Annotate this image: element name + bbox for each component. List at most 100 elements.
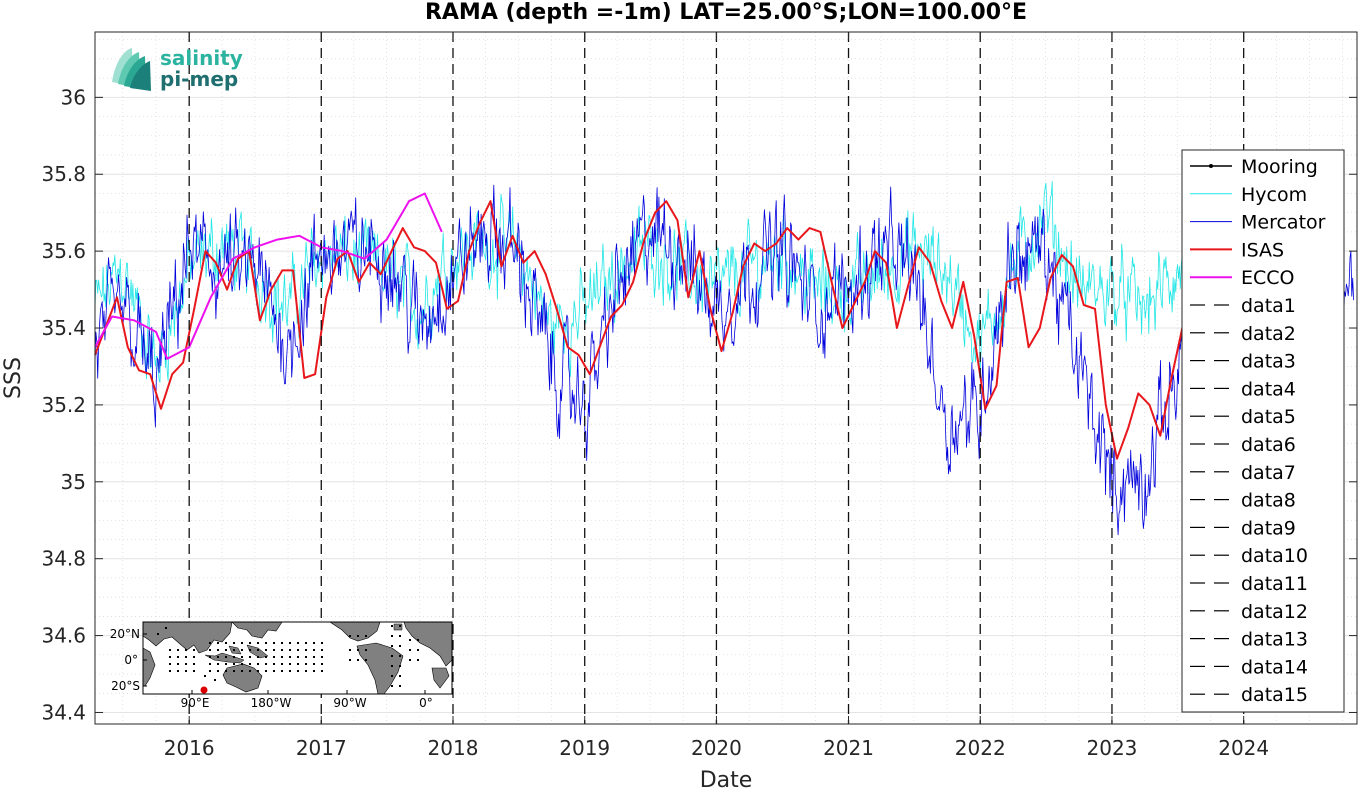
legend-item: data6 <box>1190 434 1296 456</box>
legend-item: data2 <box>1190 323 1296 345</box>
legend-label: data7 <box>1241 462 1296 484</box>
legend-item: data5 <box>1190 406 1296 428</box>
inset-mooring-dot <box>365 659 367 661</box>
inset-mooring-dot <box>257 670 259 672</box>
x-tick-label: 2020 <box>691 736 742 760</box>
y-tick-label: 35.8 <box>41 162 86 186</box>
inset-mooring-dot <box>409 649 411 651</box>
inset-mooring-dot <box>273 642 275 644</box>
inset-mooring-dot <box>313 663 315 665</box>
inset-mooring-dot <box>177 670 179 672</box>
series-layer <box>94 180 1354 536</box>
inset-mooring-dot <box>169 656 171 658</box>
inset-mooring-dot <box>209 670 211 672</box>
legend-item: ISAS <box>1190 239 1284 261</box>
inset-mooring-dot <box>225 663 227 665</box>
inset-mooring-dot <box>249 670 251 672</box>
inset-mooring-dot <box>391 685 393 687</box>
inset-mooring-dot <box>305 656 307 658</box>
legend-item: data12 <box>1190 601 1308 623</box>
inset-mooring-dot <box>365 635 367 637</box>
inset-lon-label: 90°E <box>181 696 210 710</box>
inset-mooring-dot <box>391 625 393 627</box>
inset-mooring-dot <box>399 645 401 647</box>
inset-mooring-dot <box>265 663 267 665</box>
legend-label: ISAS <box>1241 239 1284 261</box>
inset-mooring-dot <box>233 670 235 672</box>
inset-mooring-dot <box>313 670 315 672</box>
chart-title: RAMA (depth =-1m) LAT=25.00°S;LON=100.00… <box>425 0 1027 25</box>
legend-item: data8 <box>1190 490 1296 512</box>
inset-mooring-dot <box>233 656 235 658</box>
inset-mooring-dot <box>169 663 171 665</box>
inset-mooring-dot <box>241 656 243 658</box>
legend-item: data10 <box>1190 545 1308 567</box>
inset-mooring-dot <box>241 670 243 672</box>
inset-mooring-dot <box>169 670 171 672</box>
inset-mooring-dot <box>233 642 235 644</box>
inset-mooring-dot <box>399 625 401 627</box>
legend-item: Mooring <box>1190 156 1318 178</box>
inset-mooring-dot <box>391 645 393 647</box>
x-tick-label: 2019 <box>559 736 610 760</box>
inset-mooring-dot <box>281 670 283 672</box>
x-tick-label: 2017 <box>296 736 347 760</box>
inset-mooring-dot <box>225 670 227 672</box>
inset-mooring-dot <box>265 649 267 651</box>
inset-mooring-dot <box>357 635 359 637</box>
legend-label: data15 <box>1241 684 1308 706</box>
axis-ticks <box>95 32 1357 724</box>
inset-lat-label: 20°N <box>110 627 140 641</box>
inset-mooring-dot <box>399 655 401 657</box>
inset-lon-label: 90°W <box>333 696 366 710</box>
inset-mooring-dot <box>281 656 283 658</box>
inset-mooring-dot <box>165 627 167 629</box>
legend-label: Hycom <box>1241 184 1307 206</box>
inset-mooring-dot <box>399 675 401 677</box>
inset-mooring-dot <box>417 649 419 651</box>
inset-mooring-dot <box>305 649 307 651</box>
y-tick-label: 34.4 <box>41 700 86 724</box>
inset-mooring-dot <box>241 663 243 665</box>
y-tick-label: 34.6 <box>41 624 86 648</box>
inset-mooring-dot <box>169 649 171 651</box>
inset-mooring-dot <box>417 639 419 641</box>
legend-item: data15 <box>1190 684 1308 706</box>
inset-mooring-dot <box>217 663 219 665</box>
y-tick-label: 35.2 <box>41 393 86 417</box>
y-axis-label: SSS <box>1 357 26 399</box>
inset-mooring-dot <box>249 663 251 665</box>
series-line-ecco <box>94 192 443 360</box>
inset-mooring-dot <box>209 649 211 651</box>
inset-mooring-dot <box>349 659 351 661</box>
inset-mooring-dot <box>349 635 351 637</box>
inset-mooring-dot <box>225 642 227 644</box>
legend-item: Mercator <box>1190 212 1326 234</box>
inset-mooring-dot <box>349 649 351 651</box>
inset-mooring-dot <box>321 649 323 651</box>
x-tick-label: 2018 <box>428 736 479 760</box>
legend-label: Mercator <box>1241 212 1326 234</box>
inset-mooring-dot <box>193 656 195 658</box>
inset-mooring-dots <box>157 625 419 687</box>
y-tick-label: 34.8 <box>41 547 86 571</box>
inset-mooring-dot <box>241 649 243 651</box>
inset-frame <box>142 621 453 695</box>
legend-label: data2 <box>1241 323 1296 345</box>
inset-mooring-dot <box>185 663 187 665</box>
inset-mooring-dot <box>391 665 393 667</box>
inset-mooring-dot <box>321 663 323 665</box>
inset-mooring-dot <box>233 663 235 665</box>
logo-text-line1: salinity <box>160 46 243 70</box>
legend-item: data3 <box>1190 351 1296 373</box>
inset-mooring-dot <box>289 649 291 651</box>
inset-mooring-dot <box>399 665 401 667</box>
inset-mooring-dot <box>321 656 323 658</box>
inset-mooring-dot <box>249 642 251 644</box>
legend-label: data4 <box>1241 378 1296 400</box>
inset-mooring-dot <box>281 642 283 644</box>
inset-mooring-dot <box>297 656 299 658</box>
legend-item: data9 <box>1190 517 1296 539</box>
inset-mooring-dot <box>265 656 267 658</box>
inset-mooring-dot <box>289 663 291 665</box>
